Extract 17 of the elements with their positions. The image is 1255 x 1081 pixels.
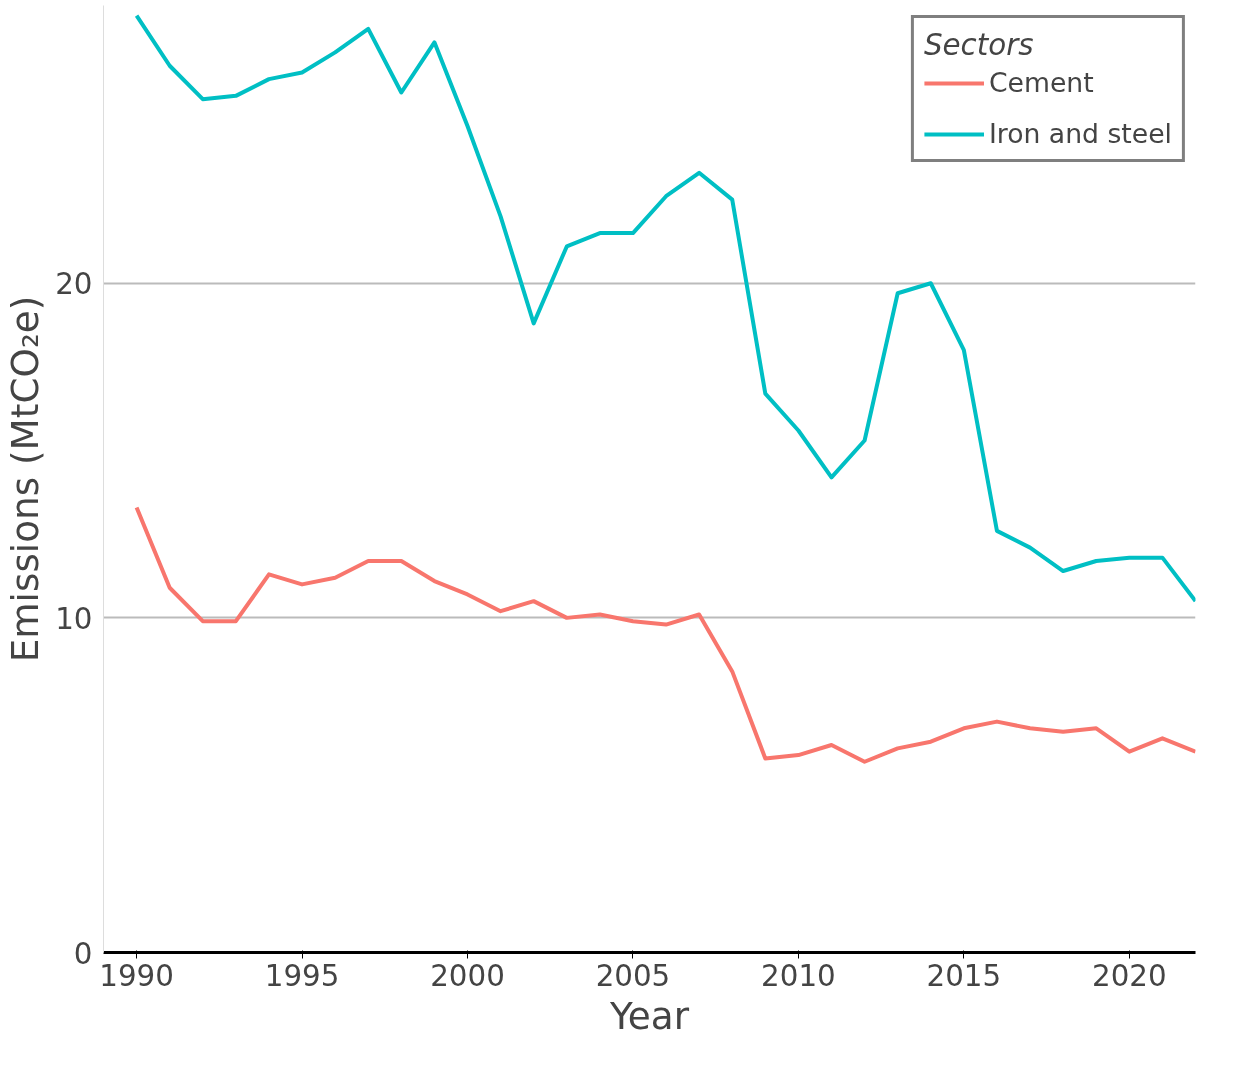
legend-label: Cement xyxy=(988,67,1094,98)
x-tick-label: 2000 xyxy=(430,958,505,993)
x-tick-label: 1990 xyxy=(99,958,174,993)
x-tick-label: 1995 xyxy=(264,958,340,993)
x-tick-label: 2015 xyxy=(926,958,1002,993)
y-tick-label: 10 xyxy=(55,601,93,636)
y-tick-label: 20 xyxy=(55,267,93,302)
x-tick-label: 2010 xyxy=(761,958,836,993)
y-axis-title: Emissions (MtCO₂e) xyxy=(3,295,48,663)
legend-title: Sectors xyxy=(923,28,1035,62)
y-tick-label: 0 xyxy=(73,936,93,971)
x-tick-label: 2005 xyxy=(595,958,671,993)
x-axis-title: Year xyxy=(608,993,690,1038)
legend-label: Iron and steel xyxy=(988,118,1172,149)
line-series xyxy=(134,13,1196,604)
line-series xyxy=(134,505,1196,764)
x-tick-label: 2020 xyxy=(1092,958,1167,993)
